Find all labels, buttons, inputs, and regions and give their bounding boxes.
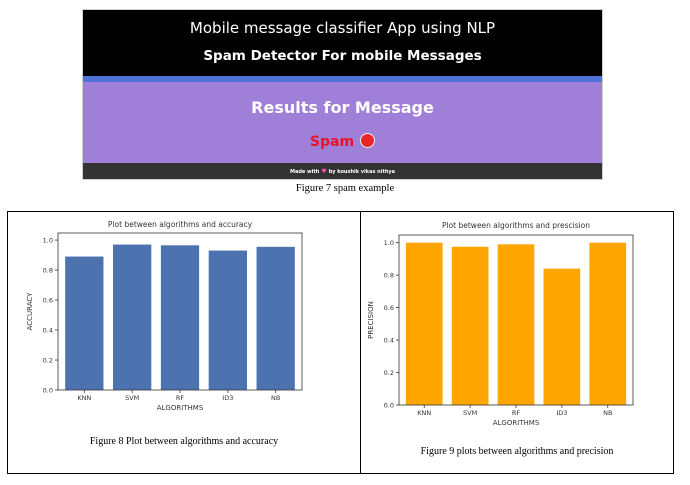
footer-author: by koushik vikas nithya [328,169,396,175]
heart-icon: ♥ [321,168,327,175]
figure9-caption: Figure 9 plots between algorithms and pr… [420,446,614,457]
x-tick-label: ID3 [222,394,233,402]
figure9-frame: Plot between algorithms and prescision KN… [360,211,674,474]
bar-knn [65,256,104,390]
bar-rf [497,244,535,405]
chart-title: Plot between algorithms and accuracy [108,220,253,229]
y-tick-label: 0.0 [384,401,394,409]
plot-frame [57,232,303,391]
accuracy-chart: Plot between algorithms and accuracy KNN S… [26,220,303,412]
app-title: Mobile message classifier App using NLP [189,19,496,37]
chart-title: Plot between algorithms and prescision [442,221,590,230]
figure7-caption: Figure 7 spam example [295,183,395,194]
x-tick-label: NB [271,394,280,402]
y-tick-label: 0.0 [43,386,53,394]
app-header: Mobile message classifier App using NLP … [83,10,602,76]
y-tick-label: 0.2 [43,356,53,364]
footer-made-with: Made with [289,169,320,175]
figure8-caption: Figure 8 Plot between algorithms and acc… [89,436,279,447]
x-tick-label: KNN [417,409,431,417]
plot-frame [398,234,634,406]
bar-knn [405,242,443,405]
red-circle-icon [360,133,376,148]
bar-id3 [208,250,247,390]
app-subtitle: Spam Detector For mobile Messages [203,48,482,64]
bar-rf [160,245,200,390]
precision-chart: Plot between algorithms and prescision KN… [367,221,634,427]
y-tick-label: 1.0 [43,236,53,244]
y-axis-label: PRECISION [367,301,375,339]
y-tick-label: 0.4 [384,336,394,344]
figure8-frame: Plot between algorithms and accuracy KNN S… [7,211,361,474]
y-tick-label: 0.2 [384,369,394,377]
y-tick-label: 0.8 [43,266,53,274]
bar-nb [256,246,295,390]
y-tick-label: 1.0 [384,239,394,247]
x-tick-label: KNN [77,394,91,402]
x-tick-label: RF [512,409,521,417]
y-axis-label: ACCURACY [26,292,34,331]
accent-bar [83,76,602,82]
x-tick-label: ID3 [556,409,567,417]
result-heading: Results for Message [251,98,434,117]
x-axis-label: ALGORITHMS [493,419,540,427]
bar-id3 [543,268,581,405]
spam-app-screenshot: Mobile message classifier App using NLP … [82,9,603,180]
bar-nb [589,242,627,405]
y-tick-label: 0.6 [43,296,53,304]
bar-svm [451,246,489,405]
x-tick-label: RF [176,394,185,402]
x-tick-label: SVM [463,409,477,417]
bar-svm [113,244,152,390]
y-tick-label: 0.8 [384,271,394,279]
result-label: Spam [309,134,355,150]
y-tick-label: 0.4 [43,326,53,334]
y-tick-label: 0.6 [384,304,394,312]
x-tick-label: NB [603,409,612,417]
x-tick-label: SVM [125,394,139,402]
x-axis-label: ALGORITHMS [157,404,204,412]
app-footer: Made with ♥ by koushik vikas nithya [83,163,602,179]
result-panel: Results for Message Spam [83,82,602,163]
result-label-row: Spam [83,133,602,150]
